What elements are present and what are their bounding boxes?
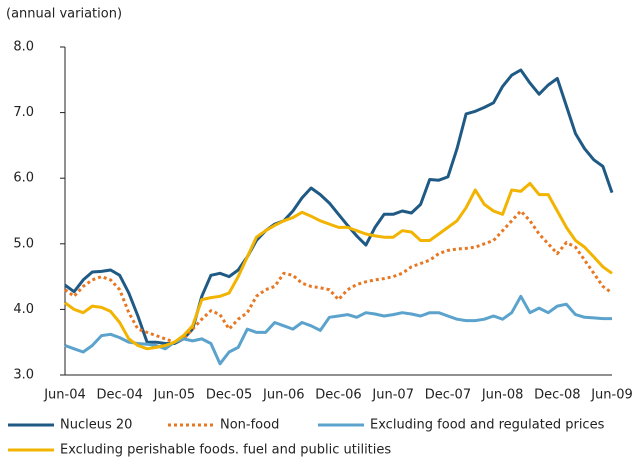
y-tick-label: 6.0	[13, 171, 34, 186]
y-tick-label: 5.0	[13, 236, 34, 251]
x-tick-label: Jun-08	[481, 388, 524, 403]
series-line	[64, 209, 613, 344]
legend-label: Nucleus 20	[60, 418, 132, 433]
x-tick-label: Dec-07	[425, 388, 471, 403]
series-line	[64, 294, 612, 366]
legend-label: Excluding food and regulated prices	[370, 418, 605, 433]
x-tick-label: Jun-04	[43, 388, 86, 403]
x-tick-label: Dec-05	[206, 388, 252, 403]
series-line	[64, 181, 613, 351]
x-tick-label: Jun-06	[262, 388, 305, 403]
y-axis-label: (annual variation)	[6, 7, 122, 22]
x-tick-label: Dec-04	[97, 388, 143, 403]
x-tick-label: Jun-05	[153, 388, 196, 403]
y-tick-label: 7.0	[13, 105, 34, 120]
legend-label: Non-food	[220, 418, 279, 433]
x-tick-label: Jun-07	[371, 388, 414, 403]
y-tick-label: 8.0	[13, 40, 34, 55]
x-tick-label: Jun-09	[590, 388, 633, 403]
x-tick-label: Dec-08	[534, 388, 580, 403]
x-tick-label: Dec-06	[315, 388, 361, 403]
y-tick-label: 4.0	[13, 302, 34, 317]
series-line	[64, 68, 614, 345]
legend-label: Excluding perishable foods. fuel and pub…	[60, 443, 391, 458]
y-tick-label: 3.0	[13, 368, 34, 383]
